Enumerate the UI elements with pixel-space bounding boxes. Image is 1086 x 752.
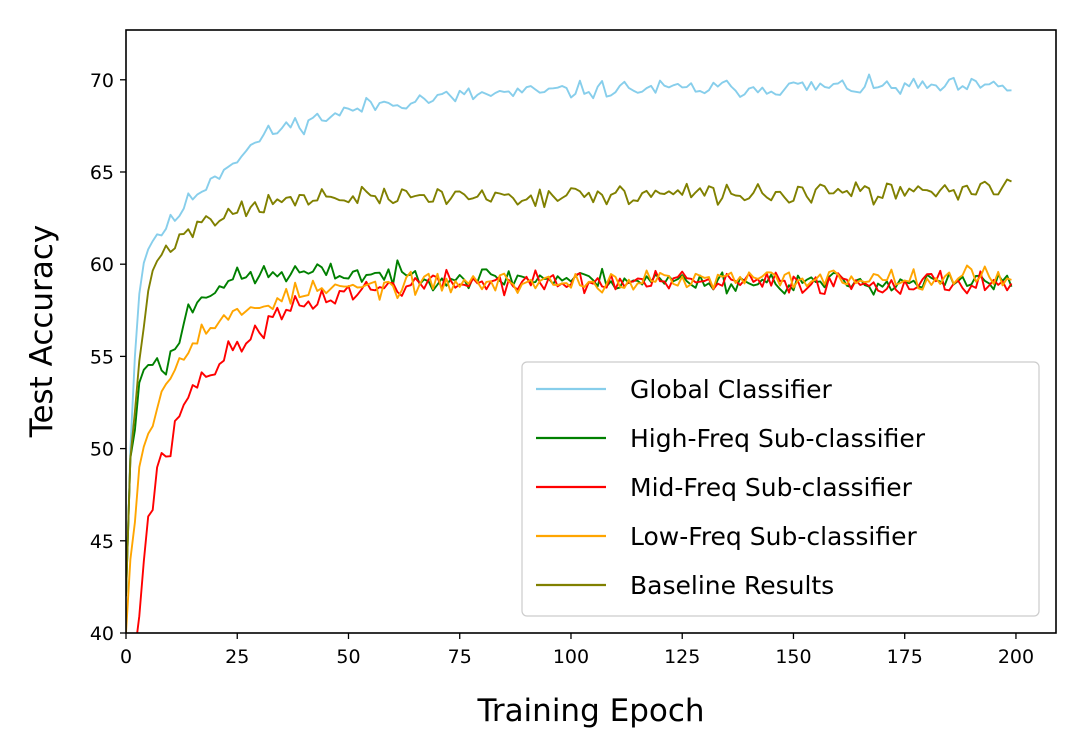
series-line-4 [126,264,1012,633]
y-tick-label: 45 [90,531,114,553]
legend-label-5: Baseline Results [630,571,834,600]
x-tick-label: 50 [336,646,360,668]
x-tick-label: 0 [120,646,132,668]
legend-box [521,361,1040,617]
x-tick-label: 75 [448,646,472,668]
axis-ticks: 0 25 50 75 100 125 150 175 200 40 45 50 55 60 65 70 [90,70,1034,668]
legend: Global Classifier High-Freq Sub-classifie… [521,361,1040,617]
legend-label-3: Mid-Freq Sub-classifier [630,473,913,502]
y-tick-label: 60 [90,254,114,276]
y-axis-title: Test Accuracy [24,225,60,438]
x-tick-label: 150 [775,646,811,668]
y-tick-label: 50 [90,439,114,461]
x-tick-label: 175 [887,646,923,668]
legend-label-2: High-Freq Sub-classifier [630,424,926,453]
x-axis-title: Training Epoch [476,693,704,729]
y-tick-label: 55 [90,346,114,368]
y-tick-label: 40 [90,623,114,645]
x-tick-label: 200 [998,646,1034,668]
y-tick-label: 70 [90,70,114,92]
series-line-1 [126,73,1012,597]
y-tick-label: 65 [90,162,114,184]
x-tick-label: 125 [664,646,700,668]
series-line-5 [126,178,1012,597]
series-lines [126,73,1013,633]
x-tick-label: 100 [553,646,589,668]
legend-items: Global Classifier High-Freq Sub-classifie… [536,375,926,600]
x-tick-label: 25 [225,646,249,668]
legend-label-1: Global Classifier [630,375,833,404]
legend-label-4: Low-Freq Sub-classifier [630,522,917,551]
plot-frame [125,29,1057,634]
